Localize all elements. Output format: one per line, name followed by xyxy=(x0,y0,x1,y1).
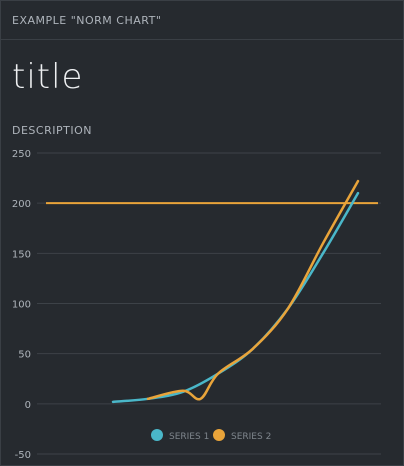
y-tick-label: 200 xyxy=(12,199,31,210)
legend-swatch xyxy=(213,429,225,441)
chart-svg: -50 0 50 100 150 200 250 SERIES 1 SERIES 2 xyxy=(12,149,381,461)
chart-title: title xyxy=(12,57,84,97)
legend-item-1[interactable]: SERIES 1 xyxy=(151,429,209,442)
y-tick-label: -50 xyxy=(15,450,31,461)
panel-header: EXAMPLE "NORM CHART" xyxy=(1,1,403,40)
chart-area: -50 0 50 100 150 200 250 SERIES 1 SERIES 2 xyxy=(1,141,403,465)
series-line-1 xyxy=(111,191,360,404)
legend-swatch xyxy=(151,429,163,441)
legend-label: SERIES 2 xyxy=(231,432,271,442)
legend-label: SERIES 1 xyxy=(169,432,209,442)
y-tick-label: 0 xyxy=(25,400,31,411)
series-line-2 xyxy=(146,179,360,401)
y-tick-label: 50 xyxy=(18,350,31,361)
chart-description: DESCRIPTION xyxy=(12,124,92,137)
y-tick-label: 150 xyxy=(12,249,31,260)
y-tick-label: 250 xyxy=(12,149,31,160)
legend-item-2[interactable]: SERIES 2 xyxy=(213,429,271,442)
y-tick-label: 100 xyxy=(12,300,31,311)
panel-header-title: EXAMPLE "NORM CHART" xyxy=(12,13,162,27)
